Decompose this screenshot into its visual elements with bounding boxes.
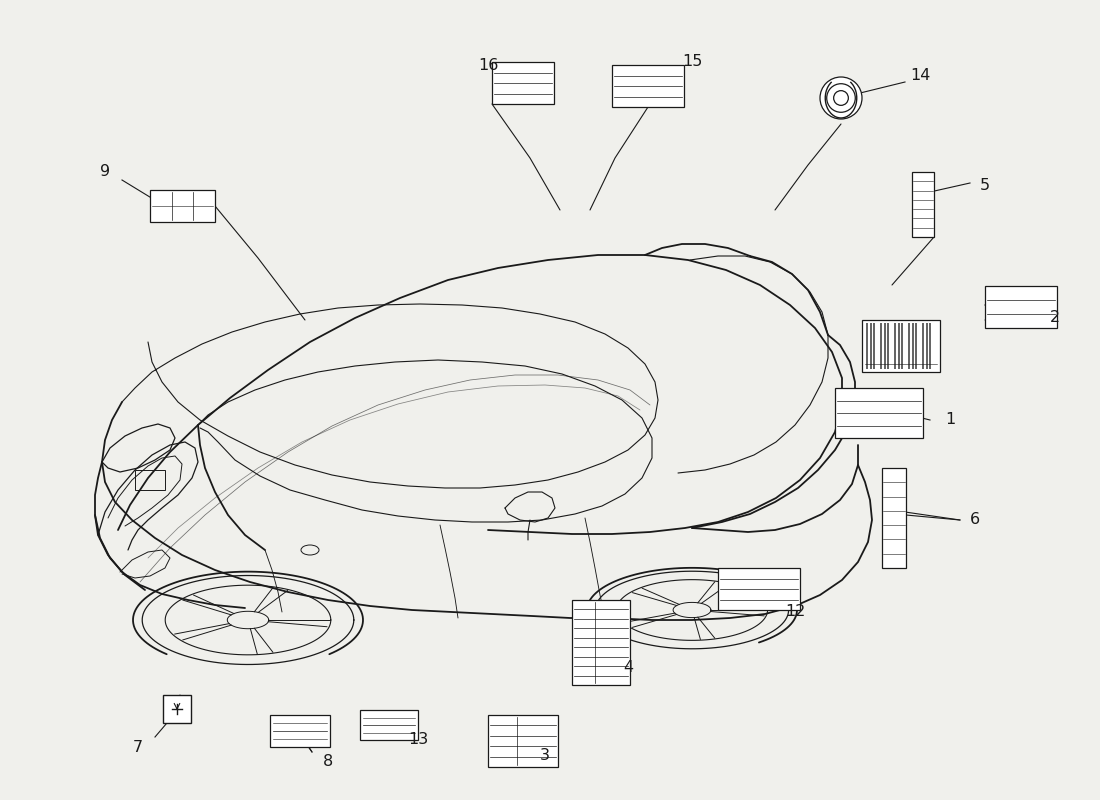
Text: 9: 9 <box>100 165 110 179</box>
Text: 13: 13 <box>408 733 428 747</box>
Bar <box>915 323 917 369</box>
Circle shape <box>827 84 856 112</box>
Bar <box>912 172 934 237</box>
Bar <box>572 600 630 685</box>
Bar <box>488 715 558 767</box>
Bar <box>360 710 418 740</box>
Bar <box>612 65 684 107</box>
Bar <box>887 323 890 369</box>
Bar <box>492 62 554 104</box>
Text: 2: 2 <box>1049 310 1060 326</box>
Bar <box>894 323 896 369</box>
Bar <box>984 286 1057 328</box>
Bar <box>862 320 940 372</box>
Bar <box>873 323 876 369</box>
Bar <box>901 323 903 369</box>
Text: 8: 8 <box>323 754 333 770</box>
Bar <box>835 388 923 438</box>
Bar <box>883 323 886 369</box>
Text: 7: 7 <box>133 741 143 755</box>
Bar <box>718 568 800 610</box>
Text: 6: 6 <box>970 513 980 527</box>
Bar <box>882 468 906 568</box>
Bar <box>150 190 214 222</box>
Bar <box>270 715 330 747</box>
Bar <box>163 695 191 723</box>
Bar <box>135 470 165 490</box>
Text: 4: 4 <box>623 661 634 675</box>
Bar <box>866 323 869 369</box>
Bar <box>930 323 932 369</box>
Bar <box>922 323 924 369</box>
Text: 15: 15 <box>682 54 702 70</box>
Text: 5: 5 <box>980 178 990 193</box>
Bar <box>908 323 911 369</box>
Bar <box>912 323 914 369</box>
Circle shape <box>834 90 848 106</box>
Text: 14: 14 <box>910 67 931 82</box>
Text: 12: 12 <box>784 605 805 619</box>
Bar <box>880 323 882 369</box>
Text: 3: 3 <box>540 747 550 762</box>
Text: 16: 16 <box>477 58 498 73</box>
Bar <box>869 323 872 369</box>
Text: 1: 1 <box>945 413 955 427</box>
Bar <box>898 323 900 369</box>
Bar <box>925 323 928 369</box>
Circle shape <box>820 77 862 119</box>
